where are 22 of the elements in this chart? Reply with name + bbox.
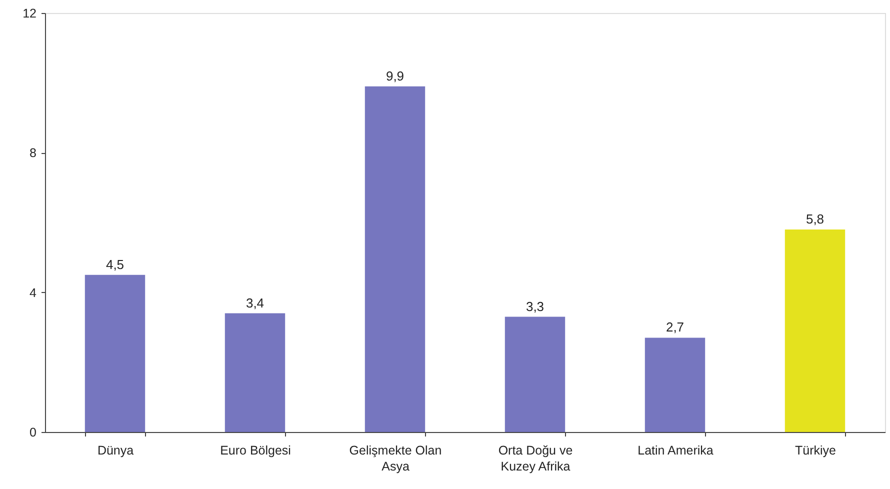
x-tick-label: Gelişmekte Olan Asya: [349, 444, 442, 474]
y-tick-label: 8: [30, 146, 37, 160]
y-tick-label: 0: [30, 426, 37, 440]
data-label: 4,5: [106, 256, 124, 272]
data-label: 9,9: [386, 68, 404, 84]
data-label: 3,4: [246, 295, 264, 310]
data-label: 5,8: [806, 211, 824, 226]
x-tick-label: Türkiye: [795, 444, 836, 458]
x-tick-label: Dünya: [97, 444, 134, 458]
x-tick-label: Latin Amerika: [638, 444, 714, 458]
data-label: 2,7: [666, 320, 684, 335]
bar: [224, 313, 286, 432]
data-label: 3,3: [526, 298, 544, 314]
x-tick-label: Orta Doğu ve Kuzey Afrika: [498, 444, 573, 474]
x-tick-label: Euro Bölgesi: [220, 444, 291, 458]
bar: [364, 86, 426, 432]
y-tick-label: 4: [30, 286, 37, 300]
y-tick-label: 12: [22, 6, 37, 20]
bar: [644, 338, 706, 432]
bar: [84, 274, 146, 432]
bar: [504, 316, 566, 432]
bar: [784, 229, 846, 432]
